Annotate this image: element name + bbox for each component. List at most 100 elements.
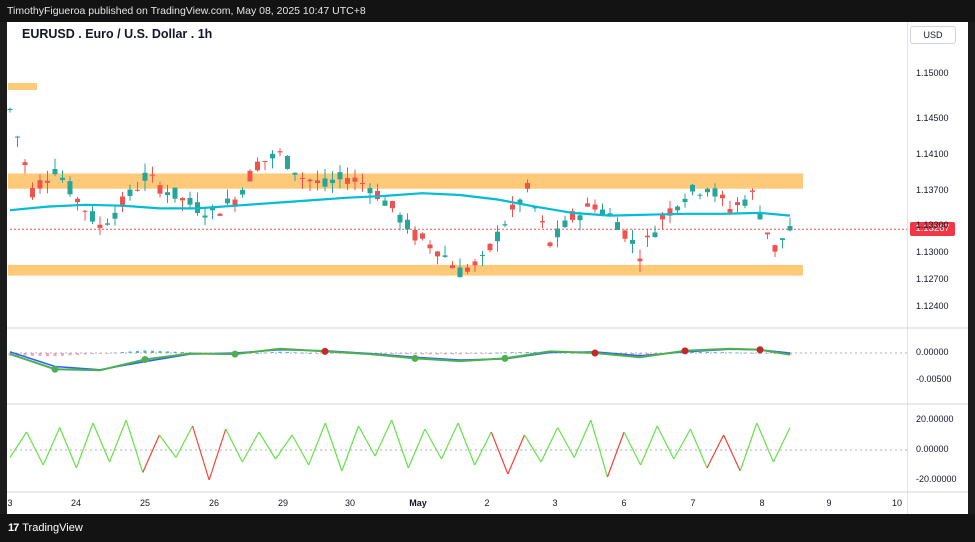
candle-body [652,232,658,238]
macd-cross-marker [141,355,149,363]
candle-body [375,190,380,200]
osc-segment [756,422,774,463]
candle-body [202,215,208,218]
macd-cross-marker [231,350,239,358]
candle-body [487,243,493,251]
time-tick-label: 29 [277,498,289,508]
candle-body [502,224,508,226]
symbol-title[interactable]: EURUSD . Euro / U.S. Dollar . 1h [22,27,213,41]
candle-body [472,261,478,266]
macd-histogram-bar [121,352,124,353]
candle-body [157,185,163,194]
macd-histogram-bar [698,351,702,353]
osc-segment [772,427,791,463]
candle-body [457,267,463,278]
candle-body [510,204,515,210]
osc-segment [109,419,127,463]
price-axis[interactable] [907,22,968,514]
candle-body [660,215,665,220]
osc-segment [407,428,426,469]
osc-segment [640,425,658,466]
candle-body [120,196,125,207]
candle-body [232,199,238,207]
candle-body [540,221,545,223]
candle-body [330,179,335,184]
osc-segment [590,419,609,478]
price-tick-label: 1.12400 [916,301,949,311]
osc-segment [26,431,44,466]
zone-resistance [8,173,803,189]
osc-segment [424,428,443,460]
osc-segment [474,431,492,466]
macd-histogram-bar [136,350,139,353]
candle-body [22,162,28,166]
candle-body [390,201,395,209]
candle-body [75,198,80,203]
candle-body [60,177,65,180]
candle-body [645,235,650,238]
candle-body [637,258,643,262]
macd-cross-marker [591,349,599,357]
macd-histogram-bar [458,353,462,355]
macd-histogram-bar [428,353,432,355]
candle-body [600,209,605,215]
candle-body [720,194,725,199]
candle-body [45,180,50,183]
macd-histogram-bar [466,353,469,354]
osc-segment [275,434,293,460]
macd-histogram-bar [653,353,657,354]
macd-cross-marker [501,354,509,362]
candle-body [315,180,320,184]
macd-histogram-bar [316,353,319,354]
osc-segment [308,422,326,466]
candle-body [270,153,275,159]
footer-bar [0,514,975,542]
candle-body [787,226,793,231]
tradingview-logo[interactable]: 17 TradingView [8,522,83,534]
macd-tick-label: 0.00000 [916,347,949,357]
candle-body [172,187,178,199]
candle-body [142,172,148,181]
osc-segment [225,428,243,463]
macd-histogram-bar [713,352,717,353]
macd-histogram-bar [773,353,777,354]
candle-body [712,188,718,197]
macd-histogram-bar [106,353,109,354]
candle-body [187,197,193,205]
osc-segment [507,434,526,475]
macd-histogram-bar [331,353,334,354]
candle-body [322,178,328,187]
candle-body [135,189,140,191]
tradingview-mark-icon: 17 [8,522,19,534]
currency-button[interactable]: USD [910,26,956,44]
macd-histogram-bar [518,352,522,353]
time-tick-label: May [409,498,427,508]
candle-body [435,251,440,257]
current-price-label: 1.13267 [910,222,955,236]
candle-body [750,190,755,192]
osc-tick-label: 20.00000 [916,414,954,424]
osc-segment [208,428,227,481]
macd-histogram-bar [173,351,177,353]
candle-body [570,211,575,220]
osc-segment [540,427,559,463]
macd-histogram-bar [181,352,184,353]
candle-body [442,255,448,257]
osc-segment [573,419,592,458]
osc-segment [723,434,741,472]
candle-body [105,223,110,225]
macd-histogram-bar [301,352,304,354]
macd-histogram-bar [413,353,417,355]
publish-header: TimothyFigueroa published on TradingView… [0,0,975,22]
osc-segment [191,425,210,481]
candle-body [690,184,695,192]
price-tick-label: 1.13300 [916,220,949,231]
macd-histogram-bar [571,353,574,354]
publish-info-text: TimothyFigueroa published on TradingView… [7,5,366,17]
candle-body [15,136,20,138]
macd-histogram-bar [443,353,447,355]
candle-body [630,240,635,244]
candle-body [97,224,103,228]
candle-body [765,232,770,235]
